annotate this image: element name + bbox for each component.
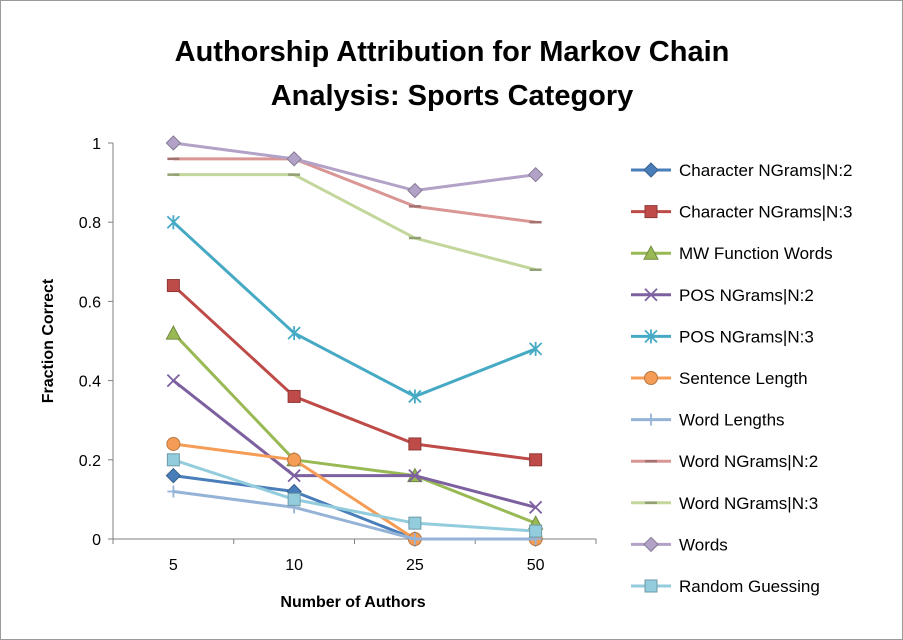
- axes: 0 0.2 0.4 0.6 0.8 1 5 10 25 50: [79, 136, 597, 574]
- y-tick-label: 0.2: [79, 453, 101, 470]
- data-point-character-ngrams-n-3: [529, 453, 543, 467]
- legend-marker-words: [643, 536, 659, 553]
- data-point-words: [407, 182, 423, 199]
- series-random-guessing: [166, 453, 543, 538]
- data-point-sentence-length: [166, 436, 181, 451]
- data-point-random-guessing: [166, 453, 180, 467]
- series-line-random-guessing: [172, 458, 536, 533]
- y-tick-label: 0.4: [79, 374, 101, 391]
- legend-marker-character-ngrams-n-2: [643, 162, 659, 178]
- series-word-lengths: [167, 485, 542, 545]
- legend-item-word-ngrams-n-3: Word NGrams|N:3: [631, 494, 818, 513]
- y-tick-label: 1: [92, 136, 101, 153]
- series-line-character-ngrams-n-3: [172, 284, 536, 462]
- plot-series: [165, 135, 544, 547]
- series-line-word-ngrams-n-3: [173, 173, 537, 272]
- legend-item-words: Words: [631, 535, 728, 554]
- legend-label-random-guessing: Random Guessing: [679, 577, 820, 596]
- x-axis-title: Number of Authors: [280, 594, 425, 611]
- series-line-mw-function-words: [172, 332, 537, 525]
- data-point-words: [165, 135, 182, 151]
- x-tick-label: 5: [169, 557, 178, 574]
- data-point-words: [286, 151, 302, 167]
- x-tick-label: 25: [406, 557, 424, 574]
- legend-marker-character-ngrams-n-3: [644, 205, 658, 219]
- series-line-words: [173, 141, 536, 193]
- series-character-ngrams-n-3: [166, 279, 543, 467]
- data-point-random-guessing: [529, 524, 543, 538]
- legend: Character NGrams|N:2 Character NGrams|N:3…: [631, 161, 853, 596]
- data-point-character-ngrams-n-3: [408, 437, 422, 451]
- legend-marker-mw-function-words: [643, 245, 659, 260]
- data-point-pos-ngrams-n-3: [287, 326, 301, 341]
- legend-item-sentence-length: Sentence Length: [631, 369, 808, 388]
- legend-item-character-ngrams-n-3: Character NGrams|N:3: [631, 203, 853, 222]
- legend-item-character-ngrams-n-2: Character NGrams|N:2: [631, 161, 853, 180]
- x-tick-label: 50: [527, 557, 545, 574]
- series-word-ngrams-n-2: [167, 157, 542, 224]
- legend-marker-word-lengths: [645, 413, 657, 426]
- data-point-character-ngrams-n-3: [287, 389, 301, 403]
- data-point-pos-ngrams-n-3: [166, 215, 181, 230]
- y-tick-label: 0.6: [79, 294, 101, 311]
- series-words: [165, 135, 544, 199]
- legend-item-mw-function-words: MW Function Words: [631, 244, 833, 263]
- legend-label-words: Words: [679, 535, 728, 554]
- series-line-character-ngrams-n-2: [173, 474, 536, 541]
- legend-label-sentence-length: Sentence Length: [679, 369, 808, 388]
- series-line-word-lengths: [173, 489, 536, 541]
- data-point-sentence-length: [287, 452, 302, 467]
- y-axis-title: Fraction Correct: [40, 278, 57, 403]
- data-point-random-guessing: [408, 516, 422, 530]
- legend-label-word-ngrams-n-3: Word NGrams|N:3: [679, 494, 818, 513]
- series-line-word-ngrams-n-2: [173, 157, 536, 224]
- data-point-word-lengths: [408, 533, 421, 545]
- data-point-random-guessing: [287, 492, 301, 506]
- legend-item-word-ngrams-n-2: Word NGrams|N:2: [631, 452, 818, 471]
- data-point-words: [527, 166, 544, 183]
- series-character-ngrams-n-2: [165, 467, 544, 547]
- legend-item-pos-ngrams-n-3: POS NGrams|N:3: [631, 327, 814, 346]
- legend-marker-pos-ngrams-n-3: [644, 329, 658, 344]
- data-point-pos-ngrams-n-3: [408, 389, 422, 404]
- legend-item-random-guessing: Random Guessing: [631, 577, 820, 596]
- series-word-ngrams-n-3: [167, 173, 542, 272]
- legend-item-word-lengths: Word Lengths: [631, 411, 785, 430]
- legend-label-pos-ngrams-n-3: POS NGrams|N:3: [679, 327, 814, 346]
- series-line-pos-ngrams-n-3: [172, 221, 537, 398]
- legend-label-character-ngrams-n-2: Character NGrams|N:2: [679, 161, 853, 180]
- series-pos-ngrams-n-3: [166, 215, 543, 404]
- series-line-sentence-length: [173, 442, 536, 541]
- legend-item-pos-ngrams-n-2: POS NGrams|N:2: [631, 286, 814, 305]
- data-point-pos-ngrams-n-2: [528, 500, 543, 514]
- legend-marker-random-guessing: [644, 579, 658, 593]
- legend-label-word-lengths: Word Lengths: [679, 411, 785, 430]
- legend-label-word-ngrams-n-2: Word NGrams|N:2: [679, 452, 818, 471]
- data-point-character-ngrams-n-3: [166, 279, 180, 293]
- legend-label-pos-ngrams-n-2: POS NGrams|N:2: [679, 286, 814, 305]
- x-tick-label: 10: [285, 557, 303, 574]
- data-point-pos-ngrams-n-3: [528, 341, 543, 356]
- chart-title-line-2: Analysis: Sports Category: [271, 80, 634, 112]
- data-point-mw-function-words: [165, 325, 182, 340]
- data-point-pos-ngrams-n-2: [166, 373, 181, 388]
- series-line-pos-ngrams-n-2: [172, 379, 537, 509]
- data-point-pos-ngrams-n-2: [287, 469, 301, 483]
- data-point-word-lengths: [167, 485, 180, 498]
- chart-title-line-1: Authorship Attribution for Markov Chain: [175, 36, 730, 68]
- legend-label-character-ngrams-n-3: Character NGrams|N:3: [679, 203, 853, 222]
- legend-marker-sentence-length: [644, 371, 658, 385]
- data-point-pos-ngrams-n-2: [408, 469, 422, 483]
- y-tick-label: 0: [92, 532, 101, 549]
- legend-label-mw-function-words: MW Function Words: [679, 244, 833, 263]
- data-point-character-ngrams-n-2: [165, 467, 182, 484]
- y-tick-label: 0.8: [79, 215, 101, 232]
- legend-marker-pos-ngrams-n-2: [644, 288, 658, 302]
- series-pos-ngrams-n-2: [166, 373, 543, 514]
